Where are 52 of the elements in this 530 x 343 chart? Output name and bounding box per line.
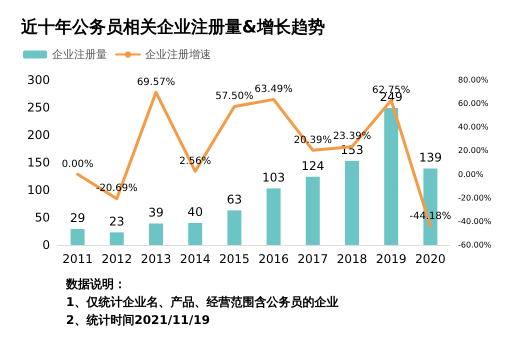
y2-tick-label: 0.00% bbox=[458, 170, 484, 179]
y2-tick-label: -20.00% bbox=[458, 193, 492, 202]
y2-tick-label: 20.00% bbox=[458, 146, 489, 156]
data-label: 139 bbox=[418, 150, 442, 165]
data-label: 40 bbox=[188, 205, 203, 219]
bar bbox=[384, 108, 398, 245]
bar bbox=[345, 160, 359, 245]
data-label: 63.49% bbox=[254, 84, 293, 95]
data-label: 29 bbox=[70, 211, 86, 226]
x-tick-label: 2015 bbox=[219, 252, 250, 266]
x-tick-label: 2014 bbox=[180, 252, 210, 266]
bar bbox=[188, 223, 202, 245]
x-tick-label: 2016 bbox=[258, 252, 289, 266]
text: 1、仅统计企业名、产品、经营范围含公务员的企业 bbox=[66, 295, 338, 309]
y-tick-label: 0 bbox=[42, 238, 50, 252]
legend-label: 企业注册增速 bbox=[145, 48, 211, 61]
legend-label: 企业注册量 bbox=[52, 48, 107, 61]
y-tick-label: 300 bbox=[27, 73, 50, 87]
data-label: 103 bbox=[262, 170, 286, 184]
y2-tick-label: 60.00% bbox=[458, 99, 489, 108]
bar bbox=[306, 176, 320, 245]
text: 数据说明： bbox=[65, 277, 126, 291]
x-tick-label: 2011 bbox=[62, 252, 93, 266]
bar bbox=[149, 224, 163, 245]
data-label: 57.50% bbox=[215, 91, 254, 102]
x-tick-label: 2012 bbox=[102, 252, 132, 266]
x-tick-label: 2013 bbox=[140, 252, 172, 266]
y2-tick-label: 40.00% bbox=[458, 122, 489, 132]
data-label: 63 bbox=[226, 192, 242, 206]
bar bbox=[110, 232, 124, 245]
bar bbox=[70, 229, 85, 245]
y-tick-label: 150 bbox=[27, 156, 50, 170]
bar bbox=[266, 188, 281, 245]
y2-tick-label: -40.00% bbox=[458, 216, 492, 226]
data-label: 124 bbox=[301, 158, 324, 173]
y-tick-label: 200 bbox=[27, 128, 50, 142]
chart-title: 近十年公务员相关企业注册量&增长趋势 bbox=[20, 18, 325, 38]
y2-tick-label: -60.00% bbox=[458, 240, 492, 250]
y2-tick-label: 80.00% bbox=[458, 76, 489, 84]
text: 2、统计时间2021/11/19 bbox=[66, 313, 210, 327]
data-label: 69.57% bbox=[136, 76, 176, 88]
x-tick-label: 2018 bbox=[336, 252, 368, 266]
data-label: 39 bbox=[148, 206, 164, 220]
y-tick-label: 250 bbox=[27, 100, 50, 114]
x-tick-label: 2017 bbox=[298, 252, 328, 266]
x-tick-label: 2019 bbox=[376, 252, 406, 266]
bar bbox=[227, 210, 242, 245]
data-label: 23 bbox=[109, 214, 124, 228]
data-label: 0.00% bbox=[62, 158, 94, 170]
y-tick-label: 100 bbox=[27, 183, 50, 197]
y-tick-label: 50 bbox=[34, 210, 50, 224]
x-tick-label: 2020 bbox=[415, 252, 446, 266]
